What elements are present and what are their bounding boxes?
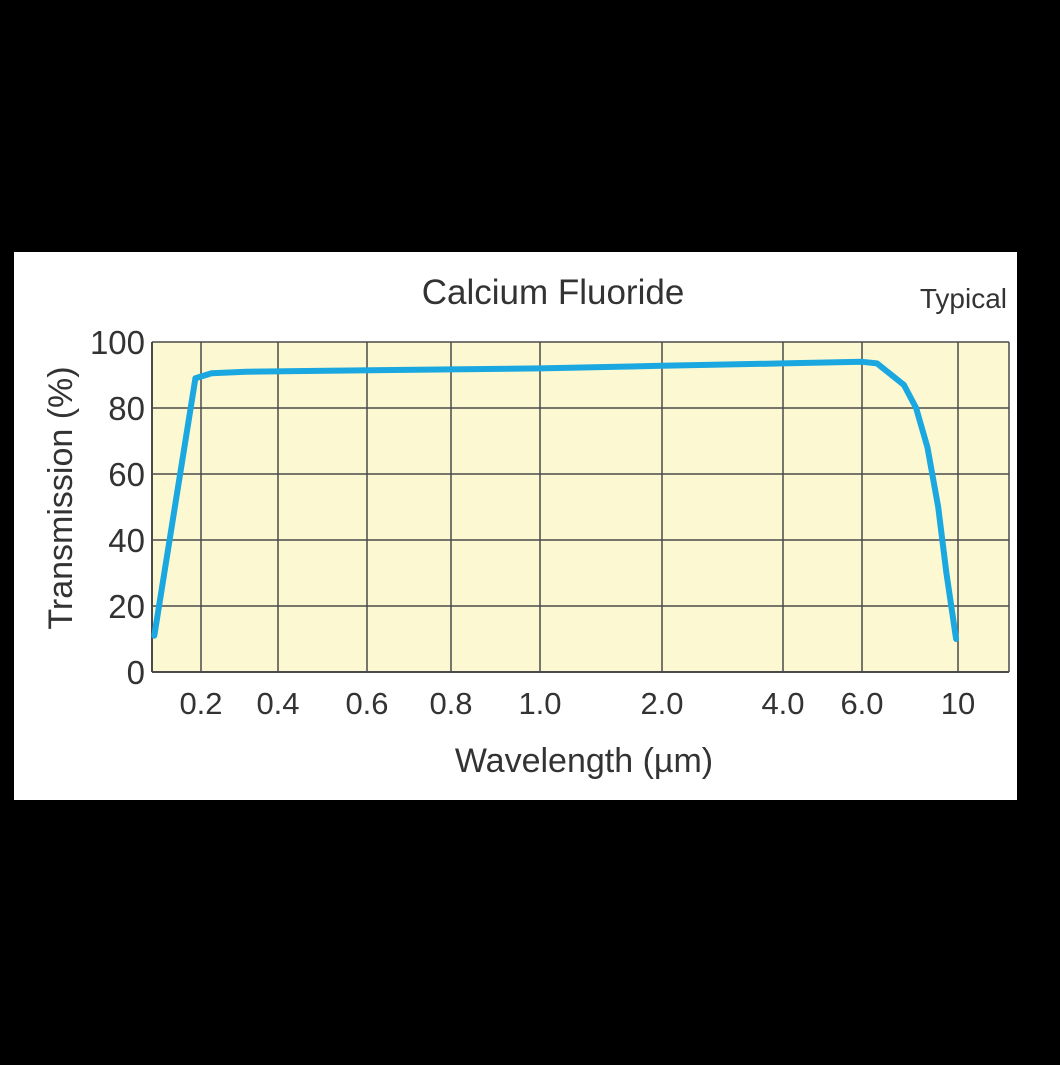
x-tick-label: 4.0 [761, 686, 804, 721]
grid-lines [151, 341, 1010, 673]
y-tick-label: 60 [108, 456, 145, 493]
x-tick-label: 10 [941, 686, 975, 721]
y-axis-label: Transmission (%) [42, 366, 80, 629]
chart-title: Calcium Fluoride [422, 273, 685, 312]
y-tick-label: 20 [108, 588, 145, 625]
x-tick-label: 2.0 [640, 686, 683, 721]
y-tick-label: 100 [90, 324, 145, 361]
x-tick-label: 0.8 [429, 686, 472, 721]
x-tick-label: 1.0 [518, 686, 561, 721]
series-line [151, 358, 960, 642]
plot-area [152, 342, 1009, 672]
y-tick-label: 0 [127, 654, 145, 691]
x-tick-label: 0.2 [179, 686, 222, 721]
x-tick-label: 6.0 [840, 686, 883, 721]
y-tick-label: 40 [108, 522, 145, 559]
x-tick-label: 0.4 [256, 686, 299, 721]
tick-labels: 0 20 40 60 80 100 0.2 0.4 0.6 0.8 1.0 2.0 4.0 6.0 10 [90, 324, 975, 721]
y-tick-label: 80 [108, 390, 145, 427]
x-tick-label: 0.6 [345, 686, 388, 721]
chart-subtitle: Typical [920, 283, 1007, 314]
x-axis-label: Wavelength (µm) [455, 742, 713, 780]
